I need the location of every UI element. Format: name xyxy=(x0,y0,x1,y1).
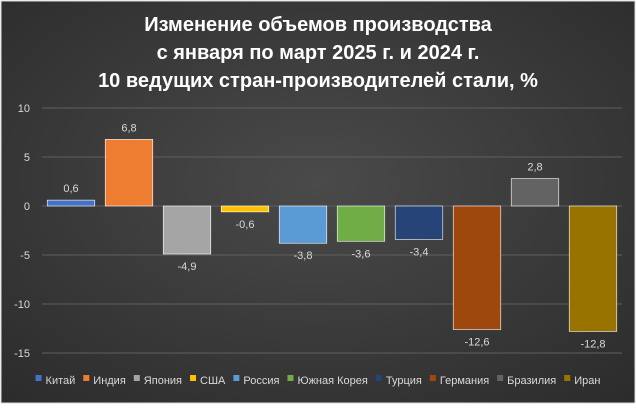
data-label: 6,8 xyxy=(121,122,136,134)
data-label: -12,6 xyxy=(464,336,489,348)
data-label: 2,8 xyxy=(527,162,542,174)
y-tick-label: 5 xyxy=(24,152,30,164)
legend-swatch xyxy=(233,375,240,381)
legend-swatch xyxy=(429,375,436,381)
chart-title-line: Изменение объемов производства xyxy=(144,14,492,36)
legend-swatch xyxy=(497,375,504,381)
bar xyxy=(568,205,618,332)
legend-label: Япония xyxy=(144,375,182,387)
bar xyxy=(220,205,270,213)
legend: Китай Индия Япония США Россия Южная Корея Турц… xyxy=(35,375,600,387)
legend-label: Россия xyxy=(243,375,279,387)
bar xyxy=(394,205,444,240)
legend-swatch xyxy=(375,375,382,381)
legend-label: Турция xyxy=(386,375,422,387)
legend-label: Китай xyxy=(46,375,76,387)
legend-swatch xyxy=(35,375,42,381)
y-tick-label: -15 xyxy=(14,348,30,360)
bar xyxy=(278,205,328,244)
y-tick-label: -10 xyxy=(14,299,30,311)
y-axis-ticks: 10 5 0 -5 -10 -15 xyxy=(14,103,30,360)
bar xyxy=(46,199,96,207)
legend-label: Германия xyxy=(440,375,489,387)
data-label: -0,6 xyxy=(236,219,255,231)
data-labels: 0,6 6,8 -4,9 -0,6 -3,8 -3,6 -3,4 -12,6 2,8 -12,8 xyxy=(63,122,605,350)
legend-swatch xyxy=(133,375,140,381)
data-label: -4,9 xyxy=(178,261,197,273)
legend-swatch xyxy=(287,375,294,381)
bar xyxy=(162,205,212,255)
data-label: 0,6 xyxy=(63,183,78,195)
bars xyxy=(46,139,618,332)
bar xyxy=(336,205,386,242)
legend-label: Иран xyxy=(574,375,600,387)
legend-label: Бразилия xyxy=(507,375,556,387)
y-tick-label: 10 xyxy=(18,103,30,115)
chart-title-line: 10 ведущих стран-производителей стали, % xyxy=(98,70,538,92)
legend-label: Индия xyxy=(93,375,126,387)
legend-label: США xyxy=(200,375,226,387)
data-label: -3,6 xyxy=(352,248,371,260)
legend-swatch xyxy=(190,375,197,381)
bar xyxy=(104,139,154,207)
data-label: -12,8 xyxy=(580,338,605,350)
legend-label: Южная Корея xyxy=(297,375,367,387)
y-tick-label: -5 xyxy=(20,250,30,262)
chart-title: Изменение объемов производства с января п… xyxy=(98,14,538,92)
bar xyxy=(510,178,560,207)
legend-swatch xyxy=(564,375,571,381)
legend-swatch xyxy=(83,375,90,381)
y-tick-label: 0 xyxy=(24,201,30,213)
data-label: -3,4 xyxy=(410,246,429,258)
data-label: -3,8 xyxy=(294,250,313,262)
chart-title-line: с января по март 2025 г. и 2024 г. xyxy=(157,42,480,64)
bar xyxy=(452,205,502,330)
